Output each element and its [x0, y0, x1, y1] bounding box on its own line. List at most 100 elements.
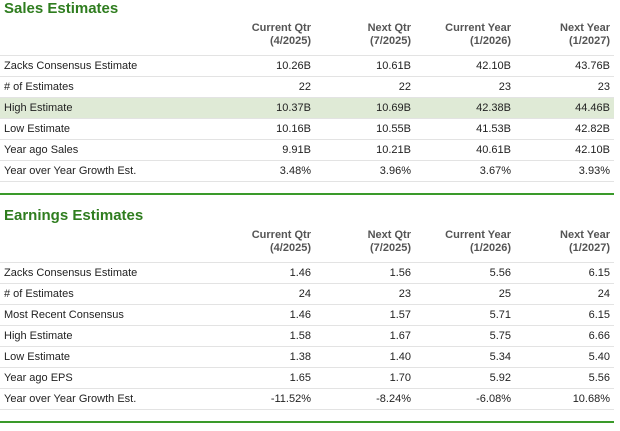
row-label: High Estimate — [4, 330, 73, 342]
table-row: Low Estimate 10.16B 10.55B 41.53B 42.82B — [0, 119, 614, 140]
row-label: Year ago Sales — [4, 144, 79, 156]
row-label: Zacks Consensus Estimate — [4, 60, 138, 72]
column-header: Next Year (1/2027) — [510, 22, 610, 48]
cell-value: 9.91B — [282, 144, 311, 156]
section-rule — [0, 193, 614, 195]
row-label: Most Recent Consensus — [4, 309, 124, 321]
table-row: # of Estimates 24 23 25 24 — [0, 284, 614, 305]
cell-value: 5.92 — [489, 372, 511, 384]
cell-value: 1.38 — [289, 351, 311, 363]
column-name: Current Year — [445, 229, 511, 241]
cell-value: 24 — [597, 288, 610, 300]
row-label: Year over Year Growth Est. — [4, 393, 137, 405]
column-period: (1/2026) — [470, 242, 511, 254]
row-label: Zacks Consensus Estimate — [4, 267, 138, 279]
cell-value: 10.26B — [276, 60, 311, 72]
column-header: Current Qtr (4/2025) — [211, 22, 311, 48]
cell-value: 6.15 — [588, 309, 610, 321]
cell-value: 5.71 — [489, 309, 511, 321]
cell-value: 42.38B — [476, 102, 511, 114]
cell-value: 23 — [498, 81, 511, 93]
section-rule — [0, 421, 614, 423]
cell-value: 23 — [597, 81, 610, 93]
cell-value: 10.69B — [376, 102, 411, 114]
cell-value: 1.67 — [389, 330, 411, 342]
column-period: (1/2027) — [569, 242, 610, 254]
cell-value: 44.46B — [575, 102, 610, 114]
cell-value: 23 — [398, 288, 411, 300]
cell-value: 10.21B — [376, 144, 411, 156]
section-title: Earnings Estimates — [4, 207, 144, 224]
column-name: Next Qtr — [367, 229, 411, 241]
header-rule — [0, 55, 614, 56]
cell-value: 3.96% — [379, 165, 411, 177]
header-rule — [0, 262, 614, 263]
cell-value: 42.10B — [476, 60, 511, 72]
row-label: # of Estimates — [4, 288, 74, 300]
cell-value: 1.57 — [389, 309, 411, 321]
row-label: # of Estimates — [4, 81, 74, 93]
column-name: Current Year — [445, 22, 511, 34]
cell-value: -6.08% — [476, 393, 511, 405]
table-row: Year over Year Growth Est. 3.48% 3.96% 3.67… — [0, 161, 614, 182]
row-label: Low Estimate — [4, 351, 71, 363]
section-title: Sales Estimates — [4, 0, 119, 17]
table-row: High Estimate 1.58 1.67 5.75 6.66 — [0, 326, 614, 347]
table-row: Year over Year Growth Est. -11.52% -8.24% -… — [0, 389, 614, 410]
column-period: (4/2025) — [270, 242, 311, 254]
cell-value: 22 — [398, 81, 411, 93]
column-header: Current Year (1/2026) — [411, 229, 511, 255]
column-name: Next Qtr — [367, 22, 411, 34]
row-label: Year ago EPS — [4, 372, 73, 384]
column-header: Next Qtr (7/2025) — [311, 229, 411, 255]
cell-value: 5.56 — [489, 267, 511, 279]
cell-value: 1.46 — [289, 267, 311, 279]
cell-value: 5.40 — [588, 351, 610, 363]
cell-value: 3.93% — [578, 165, 610, 177]
cell-value: 40.61B — [476, 144, 511, 156]
table-row: Zacks Consensus Estimate 1.46 1.56 5.56 6.15 — [0, 263, 614, 284]
cell-value: 5.75 — [489, 330, 511, 342]
column-period: (4/2025) — [270, 35, 311, 47]
row-label: High Estimate — [4, 102, 73, 114]
column-period: (7/2025) — [370, 35, 411, 47]
cell-value: 1.65 — [289, 372, 311, 384]
row-label: Low Estimate — [4, 123, 71, 135]
row-label: Year over Year Growth Est. — [4, 165, 137, 177]
cell-value: 22 — [298, 81, 311, 93]
cell-value: 1.58 — [289, 330, 311, 342]
cell-value: 42.82B — [575, 123, 610, 135]
table-row: Zacks Consensus Estimate 10.26B 10.61B 42.1… — [0, 56, 614, 77]
column-header: Current Qtr (4/2025) — [211, 229, 311, 255]
cell-value: 6.66 — [588, 330, 610, 342]
cell-value: 1.46 — [289, 309, 311, 321]
table-row: Year ago Sales 9.91B 10.21B 40.61B 42.10B — [0, 140, 614, 161]
cell-value: 5.34 — [489, 351, 511, 363]
cell-value: 3.67% — [479, 165, 511, 177]
cell-value: 10.55B — [376, 123, 411, 135]
table-row: Year ago EPS 1.65 1.70 5.92 5.56 — [0, 368, 614, 389]
column-name: Next Year — [560, 22, 610, 34]
cell-value: 43.76B — [575, 60, 610, 72]
cell-value: 3.48% — [279, 165, 311, 177]
cell-value: 10.16B — [276, 123, 311, 135]
table-row: Low Estimate 1.38 1.40 5.34 5.40 — [0, 347, 614, 368]
table-row: Most Recent Consensus 1.46 1.57 5.71 6.15 — [0, 305, 614, 326]
column-name: Current Qtr — [251, 229, 311, 241]
table-row: # of Estimates 22 22 23 23 — [0, 77, 614, 98]
cell-value: 1.70 — [389, 372, 411, 384]
cell-value: -8.24% — [376, 393, 411, 405]
cell-value: 1.40 — [389, 351, 411, 363]
cell-value: 42.10B — [575, 144, 610, 156]
column-name: Current Qtr — [251, 22, 311, 34]
cell-value: 6.15 — [588, 267, 610, 279]
cell-value: -11.52% — [270, 393, 311, 405]
column-period: (7/2025) — [370, 242, 411, 254]
cell-value: 10.37B — [276, 102, 311, 114]
cell-value: 24 — [298, 288, 311, 300]
cell-value: 1.56 — [389, 267, 411, 279]
column-header: Next Year (1/2027) — [510, 229, 610, 255]
cell-value: 10.68% — [572, 393, 610, 405]
cell-value: 5.56 — [588, 372, 610, 384]
column-period: (1/2026) — [470, 35, 511, 47]
